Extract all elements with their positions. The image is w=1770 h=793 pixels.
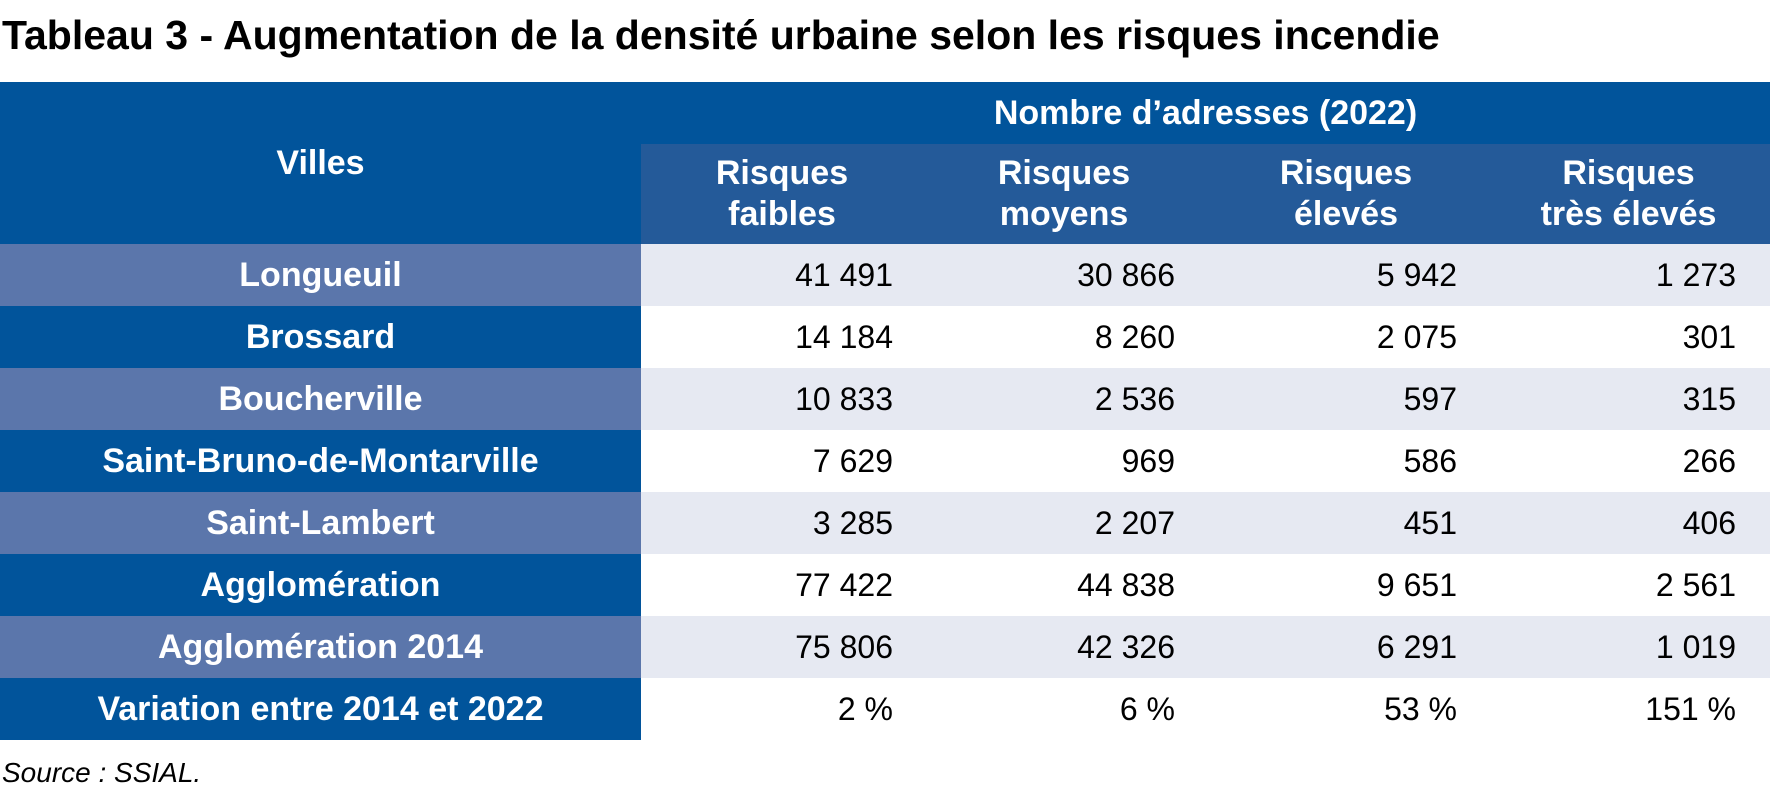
cell-risques-moyens: 6 %	[923, 678, 1205, 740]
cell-risques-eleves: 5 942	[1205, 244, 1487, 306]
table-row: Saint-Lambert 3 285 2 207 451 406	[0, 492, 1770, 554]
header-risques-faibles: Risques faibles	[641, 144, 923, 244]
cell-risques-tres-eleves: 1 273	[1487, 244, 1770, 306]
header-risk-line2: faibles	[728, 195, 836, 233]
cell-risques-faibles: 14 184	[641, 306, 923, 368]
cell-risques-tres-eleves: 2 561	[1487, 554, 1770, 616]
cell-risques-tres-eleves: 1 019	[1487, 616, 1770, 678]
header-villes: Villes	[0, 82, 641, 244]
cell-risques-eleves: 586	[1205, 430, 1487, 492]
cell-risques-tres-eleves: 301	[1487, 306, 1770, 368]
row-city: Saint-Lambert	[0, 492, 641, 554]
table-row: Variation entre 2014 et 2022 2 % 6 % 53 …	[0, 678, 1770, 740]
table-row: Saint-Bruno-de-Montarville 7 629 969 586…	[0, 430, 1770, 492]
row-city: Agglomération	[0, 554, 641, 616]
header-risk-line1: Risques	[997, 154, 1131, 192]
row-city: Variation entre 2014 et 2022	[0, 678, 641, 740]
header-risk-line1: Risques	[1562, 154, 1695, 192]
cell-risques-tres-eleves: 266	[1487, 430, 1770, 492]
cell-risques-faibles: 10 833	[641, 368, 923, 430]
row-city: Longueuil	[0, 244, 641, 306]
cell-risques-faibles: 3 285	[641, 492, 923, 554]
cell-risques-moyens: 44 838	[923, 554, 1205, 616]
header-risk-line2: moyens	[999, 195, 1129, 233]
cell-risques-faibles: 7 629	[641, 430, 923, 492]
header-risk-line2: élevés	[1294, 195, 1398, 233]
table-title: Tableau 3 - Augmentation de la densité u…	[2, 12, 1440, 58]
cell-risques-faibles: 77 422	[641, 554, 923, 616]
header-risk-line1: Risques	[715, 154, 849, 192]
table-row: Longueuil 41 491 30 866 5 942 1 273	[0, 244, 1770, 306]
cell-risques-moyens: 42 326	[923, 616, 1205, 678]
header-risk-line1: Risques	[1279, 154, 1413, 192]
cell-risques-eleves: 2 075	[1205, 306, 1487, 368]
cell-risques-eleves: 9 651	[1205, 554, 1487, 616]
header-risques-eleves: Risques élevés	[1205, 144, 1487, 244]
cell-risques-eleves: 6 291	[1205, 616, 1487, 678]
cell-risques-eleves: 53 %	[1205, 678, 1487, 740]
cell-risques-moyens: 2 207	[923, 492, 1205, 554]
header-risques-tres-eleves: Risques très élevés	[1487, 144, 1770, 244]
cell-risques-faibles: 75 806	[641, 616, 923, 678]
cell-risques-tres-eleves: 315	[1487, 368, 1770, 430]
cell-risques-faibles: 2 %	[641, 678, 923, 740]
cell-risques-tres-eleves: 151 %	[1487, 678, 1770, 740]
cell-risques-moyens: 30 866	[923, 244, 1205, 306]
header-risques-moyens: Risques moyens	[923, 144, 1205, 244]
row-city: Boucherville	[0, 368, 641, 430]
table-row: Agglomération 77 422 44 838 9 651 2 561	[0, 554, 1770, 616]
header-nombre-adresses: Nombre d’adresses (2022)	[641, 82, 1770, 144]
row-city: Saint-Bruno-de-Montarville	[0, 430, 641, 492]
row-city: Agglomération 2014	[0, 616, 641, 678]
table-row: Boucherville 10 833 2 536 597 315	[0, 368, 1770, 430]
cell-risques-moyens: 2 536	[923, 368, 1205, 430]
cell-risques-eleves: 451	[1205, 492, 1487, 554]
cell-risques-moyens: 8 260	[923, 306, 1205, 368]
cell-risques-moyens: 969	[923, 430, 1205, 492]
address-density-table: Villes Nombre d’adresses (2022) Risques …	[0, 82, 1770, 740]
table-row: Agglomération 2014 75 806 42 326 6 291 1…	[0, 616, 1770, 678]
cell-risques-eleves: 597	[1205, 368, 1487, 430]
table-row: Brossard 14 184 8 260 2 075 301	[0, 306, 1770, 368]
header-risk-line2: très élevés	[1540, 195, 1717, 233]
source-note: Source : SSIAL.	[2, 757, 202, 788]
row-city: Brossard	[0, 306, 641, 368]
cell-risques-tres-eleves: 406	[1487, 492, 1770, 554]
cell-risques-faibles: 41 491	[641, 244, 923, 306]
